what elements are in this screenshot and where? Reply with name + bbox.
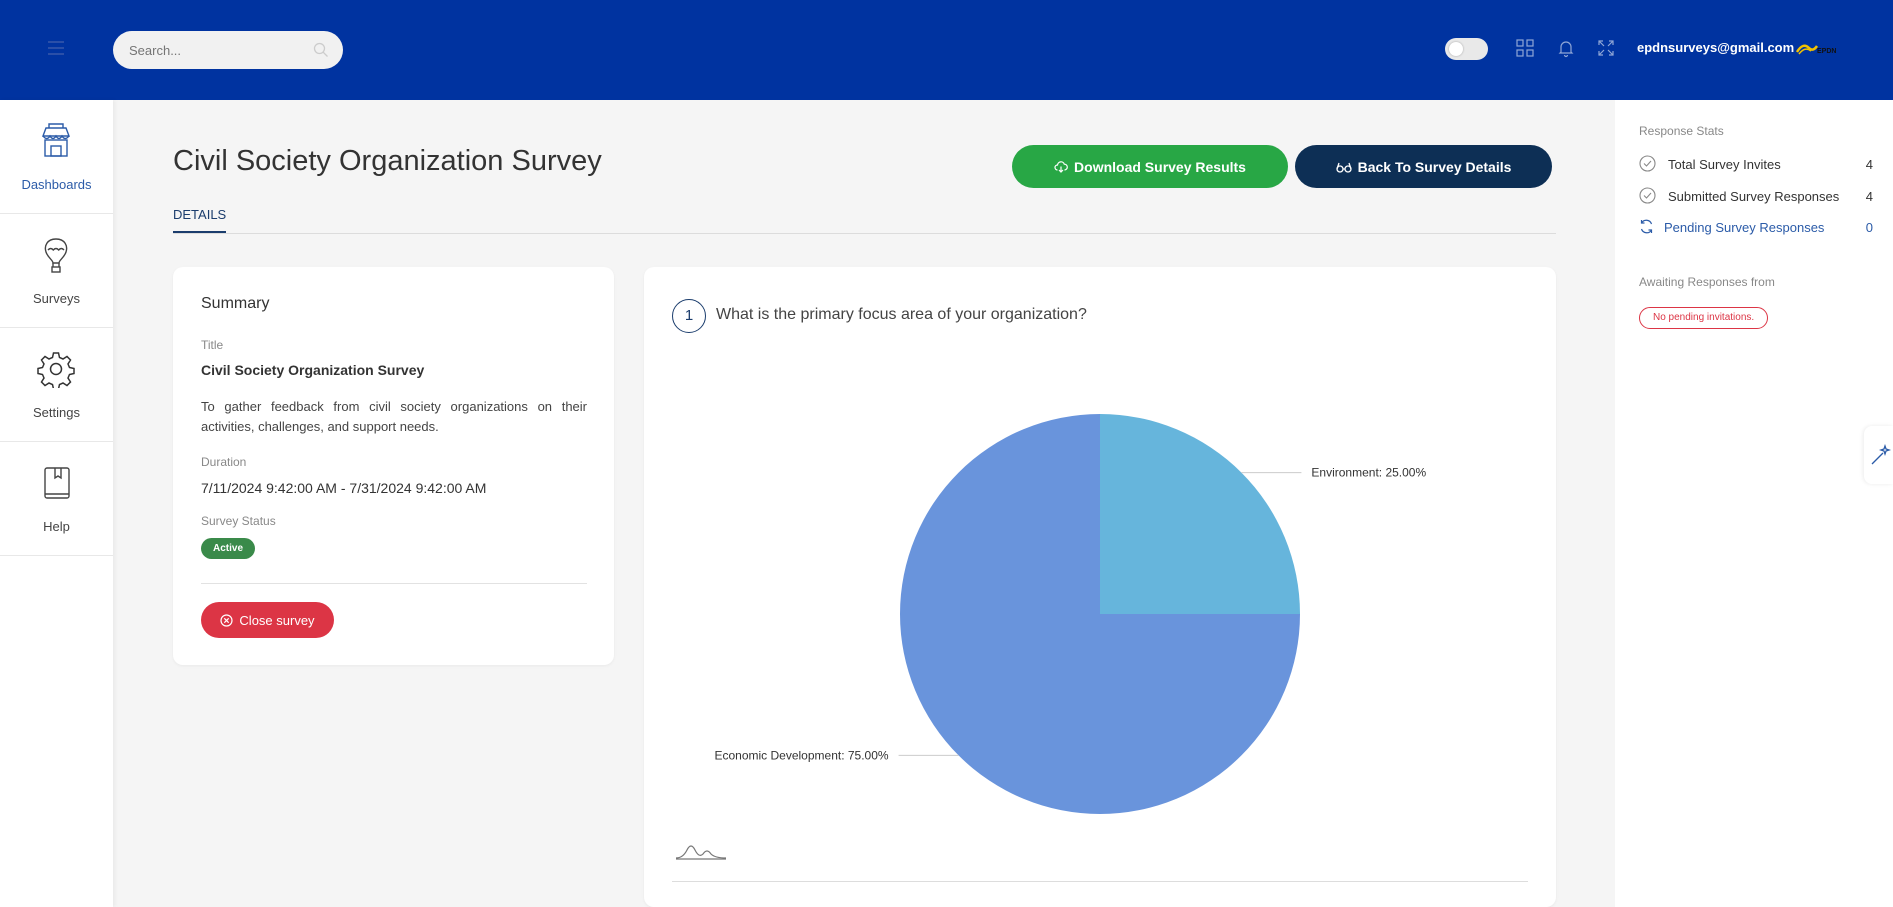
store-icon: [37, 122, 75, 160]
tab-bar: DETAILS: [173, 200, 1556, 234]
hot-air-balloon-icon: [37, 236, 75, 274]
magic-wand-icon: [1870, 443, 1892, 471]
title-label: Title: [201, 338, 224, 352]
theme-toggle[interactable]: [1445, 38, 1488, 60]
survey-title-value: Civil Society Organization Survey: [201, 362, 425, 378]
status-label: Survey Status: [201, 514, 276, 528]
user-email[interactable]: epdnsurveys@gmail.com: [1637, 40, 1795, 55]
search-icon[interactable]: [313, 42, 329, 63]
no-pending-badge: No pending invitations.: [1639, 307, 1769, 329]
book-icon: [37, 464, 75, 502]
glasses-icon: [1335, 162, 1352, 173]
toggle-knob: [1449, 42, 1463, 56]
question-card: 1 What is the primary focus area of your…: [644, 267, 1556, 907]
gear-icon: [37, 350, 75, 390]
status-badge: Active: [201, 538, 256, 559]
response-stats-heading: Response Stats: [1639, 124, 1724, 138]
check-circle-icon: [1639, 187, 1656, 209]
bell-icon[interactable]: [1556, 38, 1576, 58]
search-box: [113, 31, 343, 69]
refresh-icon: [1639, 218, 1654, 240]
stat-label: Total Survey Invites: [1668, 157, 1781, 172]
stat-count: 4: [1865, 189, 1873, 204]
pie-label: Economic Development: 75.00%: [714, 748, 888, 762]
sidebar-item-label: Help: [43, 519, 70, 534]
cloud-download-icon: [1054, 160, 1068, 173]
stat-count: 0: [1865, 220, 1873, 235]
summary-heading: Summary: [201, 295, 270, 312]
divider: [672, 881, 1528, 882]
sidebar-item-help[interactable]: Help: [0, 442, 113, 556]
question-number: 1: [672, 299, 706, 333]
close-survey-label: Close survey: [239, 612, 315, 628]
search-input[interactable]: [129, 31, 309, 69]
stat-row-submitted: Submitted Survey Responses 4: [1639, 186, 1873, 206]
logo-text: EPDN: [1817, 48, 1836, 55]
back-to-details-label: Back To Survey Details: [1357, 158, 1512, 175]
pie-chart: Environment: 25.00% Economic Development:…: [714, 414, 1426, 814]
divider: [201, 583, 587, 584]
stat-count: 4: [1865, 157, 1873, 172]
org-logo[interactable]: EPDN: [1795, 38, 1837, 60]
sidebar: Dashboards Surveys Settings Help: [0, 100, 113, 907]
page-title: Civil Society Organization Survey: [173, 145, 602, 177]
survey-description: To gather feedback from civil society or…: [201, 399, 587, 434]
menu-icon[interactable]: [48, 41, 64, 55]
sidebar-item-label: Settings: [33, 405, 80, 420]
question-text: What is the primary focus area of your o…: [716, 306, 1087, 323]
pie-slice-economic-development[interactable]: [900, 414, 1300, 814]
fullscreen-icon[interactable]: [1596, 38, 1616, 58]
stat-label: Pending Survey Responses: [1664, 220, 1825, 235]
awaiting-heading: Awaiting Responses from: [1639, 275, 1775, 289]
sidebar-item-label: Dashboards: [21, 177, 92, 192]
response-stats-panel: Response Stats Total Survey Invites 4 Su…: [1615, 100, 1893, 907]
distribution-curve-icon[interactable]: [675, 842, 727, 867]
customizer-tab[interactable]: [1864, 426, 1893, 484]
apps-grid-icon[interactable]: [1515, 38, 1535, 58]
back-to-details-button[interactable]: Back To Survey Details: [1295, 145, 1552, 188]
tab-details[interactable]: DETAILS: [173, 207, 227, 233]
duration-label: Duration: [201, 455, 247, 469]
sidebar-item-surveys[interactable]: Surveys: [0, 214, 113, 328]
sidebar-item-dashboards[interactable]: Dashboards: [0, 100, 113, 214]
sidebar-item-settings[interactable]: Settings: [0, 328, 113, 442]
stat-row-total-invites: Total Survey Invites 4: [1639, 154, 1873, 174]
stat-row-pending[interactable]: Pending Survey Responses 0: [1639, 217, 1873, 237]
sidebar-item-label: Surveys: [33, 291, 80, 306]
stat-label: Submitted Survey Responses: [1668, 189, 1840, 204]
download-results-label: Download Survey Results: [1074, 158, 1246, 175]
pie-slice-environment[interactable]: [1100, 414, 1300, 614]
download-results-button[interactable]: Download Survey Results: [1012, 145, 1288, 188]
duration-value: 7/11/2024 9:42:00 AM - 7/31/2024 9:42:00…: [201, 480, 487, 496]
pie-label: Environment: 25.00%: [1311, 466, 1426, 480]
top-bar: epdnsurveys@gmail.com EPDN: [0, 0, 1893, 100]
summary-card: Summary Title Civil Society Organization…: [173, 267, 614, 665]
close-survey-button[interactable]: Close survey: [201, 602, 334, 638]
close-circle-icon: [220, 613, 234, 627]
check-circle-icon: [1639, 155, 1656, 177]
